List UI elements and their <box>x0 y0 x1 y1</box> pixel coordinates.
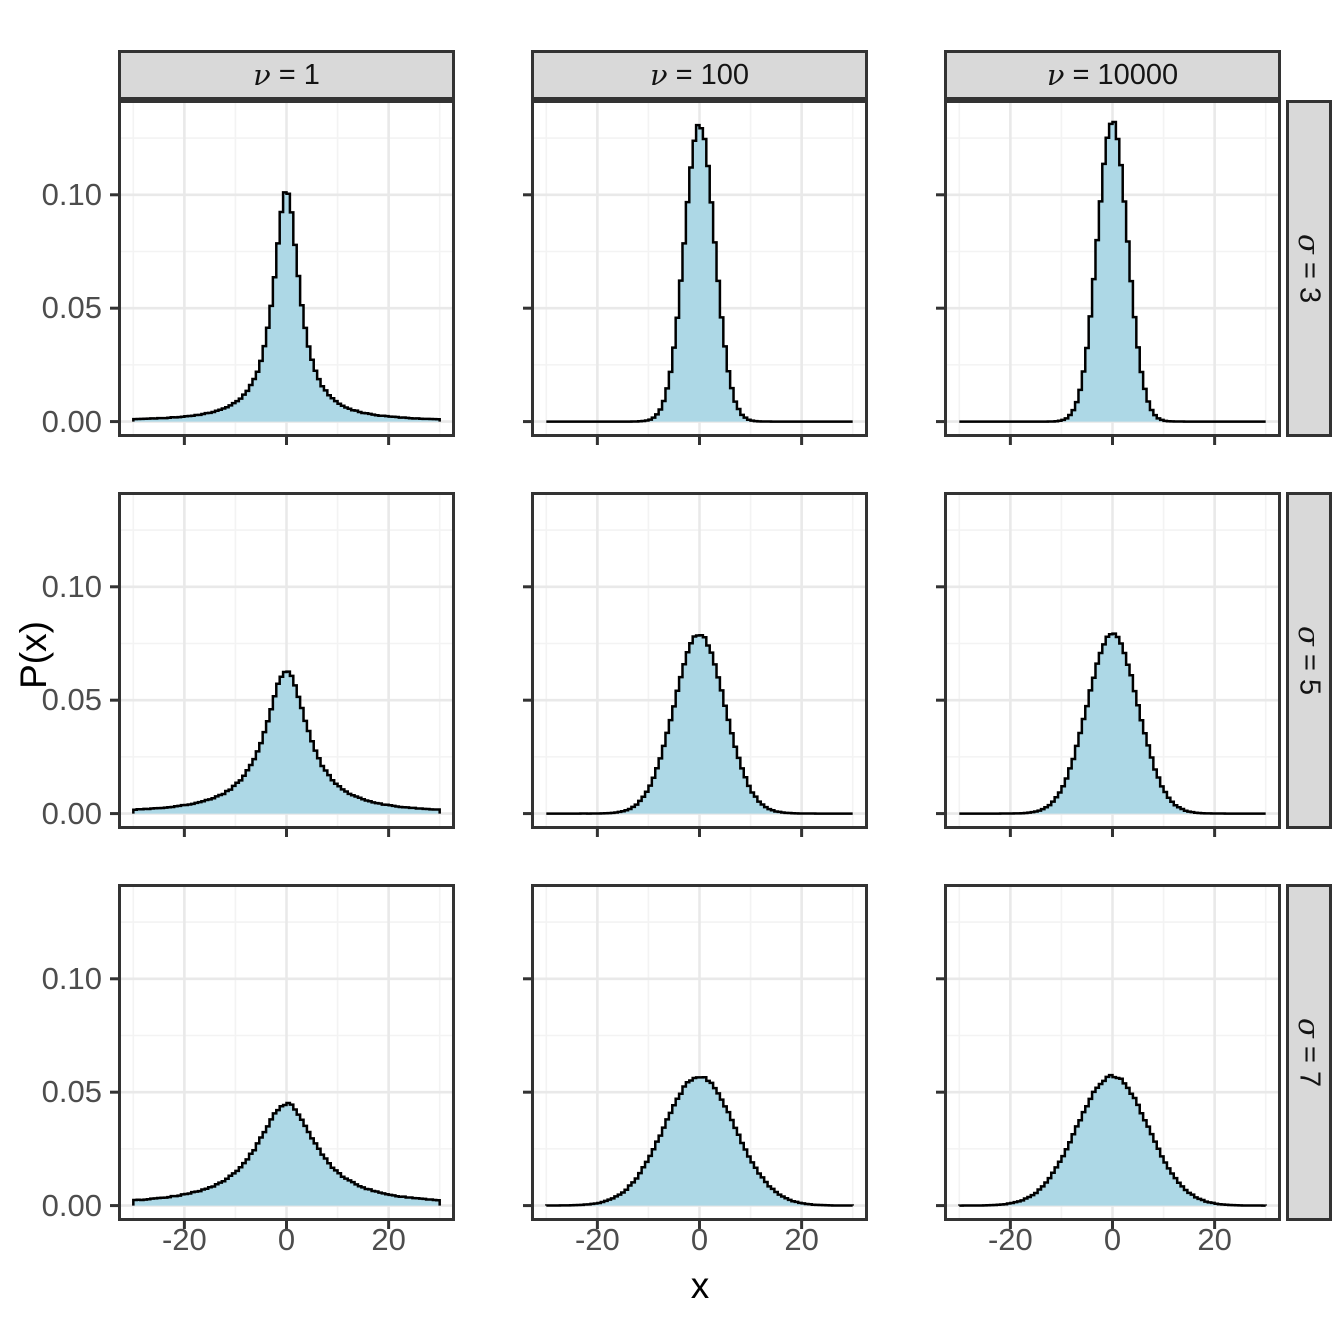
y-tick-label: 0.05 <box>41 290 102 326</box>
facet-col-value: = 1 <box>270 58 320 91</box>
y-tick-label: 0.00 <box>41 795 102 831</box>
facet-panel-nu-10000-sigma-5 <box>936 492 1281 837</box>
facet-row-symbol: σ <box>1292 1018 1326 1038</box>
facet-row-symbol: σ <box>1292 626 1326 646</box>
density-outline <box>546 123 853 423</box>
facet-panel-nu-10000-sigma-3 <box>936 100 1281 445</box>
facet-panel-nu-100-sigma-3 <box>523 100 868 445</box>
facet-row-symbol: σ <box>1292 234 1326 254</box>
x-tick-label: 20 <box>784 1222 819 1257</box>
x-tick-label: -20 <box>161 1222 207 1257</box>
panel-border <box>531 100 868 437</box>
panel-border <box>944 100 1281 437</box>
x-tick-label: 20 <box>371 1222 406 1257</box>
axis-ticks <box>523 977 804 1229</box>
x-tick-label: 0 <box>1103 1222 1122 1257</box>
facet-row-strip-2: σ = 7 <box>1286 884 1332 1221</box>
facet-col-strip-1: ν = 100 <box>531 50 868 100</box>
density-fill <box>133 192 440 422</box>
facet-col-strip-0: ν = 1 <box>118 50 455 100</box>
facet-row-value: = 3 <box>1293 253 1326 303</box>
x-tick-label: 0 <box>690 1222 709 1257</box>
facet-panel-nu-1-sigma-5 <box>110 492 455 837</box>
x-tick-label: 0 <box>277 1222 296 1257</box>
facet-panel-nu-1-sigma-7 <box>110 884 455 1229</box>
density-fill <box>546 125 853 422</box>
facet-row-strip-0: σ = 3 <box>1286 100 1332 437</box>
panel-border <box>531 492 868 829</box>
facet-col-symbol: ν <box>649 58 668 92</box>
x-axis-title: x <box>690 1265 710 1306</box>
panel-border <box>118 884 455 1221</box>
density-fill <box>546 635 853 814</box>
panel-border <box>118 492 455 829</box>
density-outline <box>132 1101 441 1206</box>
density-fill <box>959 122 1266 422</box>
density-fill <box>959 1075 1266 1206</box>
density-fill <box>546 1077 853 1206</box>
panel-border <box>944 492 1281 829</box>
density-outline <box>132 191 441 422</box>
facet-panel-nu-100-sigma-7 <box>523 884 868 1229</box>
facet-col-symbol: ν <box>1046 58 1065 92</box>
density-outline <box>959 632 1266 815</box>
axis-ticks <box>110 193 391 445</box>
y-tick-label: 0.00 <box>41 1187 102 1223</box>
panel-border <box>944 884 1281 1221</box>
facet-row-value: = 7 <box>1293 1037 1326 1087</box>
density-outline <box>959 120 1266 423</box>
density-outline <box>132 670 441 814</box>
axis-ticks <box>523 585 804 837</box>
density-fill <box>959 633 1266 814</box>
x-tick-label: -20 <box>987 1222 1033 1257</box>
facet-panel-nu-1-sigma-3 <box>110 100 455 445</box>
facet-col-strip-2: ν = 10000 <box>944 50 1281 100</box>
facet-col-value: = 100 <box>667 58 750 91</box>
y-tick-label: 0.10 <box>41 176 102 212</box>
facet-row-strip-1: σ = 5 <box>1286 492 1332 829</box>
panel-border <box>118 100 455 437</box>
y-tick-label: 0.00 <box>41 403 102 439</box>
axis-ticks <box>936 977 1217 1229</box>
x-tick-label: 20 <box>1197 1222 1232 1257</box>
density-outline <box>545 1075 854 1207</box>
facet-row-value: = 5 <box>1293 645 1326 695</box>
y-tick-label: 0.05 <box>41 682 102 718</box>
density-outline <box>958 1073 1267 1207</box>
density-fill <box>133 1103 440 1206</box>
density-fill <box>133 671 440 814</box>
y-tick-label: 0.05 <box>41 1074 102 1110</box>
facet-col-value: = 10000 <box>1064 58 1179 91</box>
y-tick-label: 0.10 <box>41 568 102 604</box>
axis-ticks <box>936 193 1217 445</box>
axis-ticks <box>523 193 804 445</box>
axis-ticks <box>110 977 391 1229</box>
axis-ticks <box>936 585 1217 837</box>
facet-panel-nu-10000-sigma-7 <box>936 884 1281 1229</box>
panel-border <box>531 884 868 1221</box>
density-outline <box>546 634 853 815</box>
facet-col-symbol: ν <box>253 58 271 92</box>
axis-ticks <box>110 585 391 837</box>
x-tick-label: -20 <box>574 1222 620 1257</box>
y-tick-label: 0.10 <box>41 960 102 996</box>
facet-panel-nu-100-sigma-5 <box>523 492 868 837</box>
